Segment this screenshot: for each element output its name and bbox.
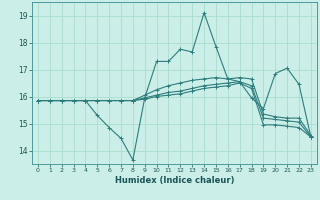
X-axis label: Humidex (Indice chaleur): Humidex (Indice chaleur) [115, 176, 234, 185]
